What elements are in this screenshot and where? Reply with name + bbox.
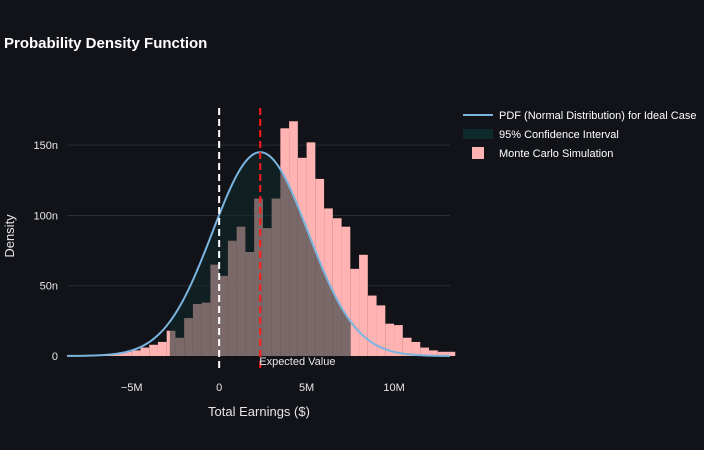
legend-label: Monte Carlo Simulation [499,148,613,160]
pdf-curve-group[interactable] [66,151,451,357]
x-axis-title: Total Earnings ($) [208,404,310,419]
histogram-bar [332,218,342,356]
histogram-bar [122,351,132,356]
histogram-bar [429,350,438,356]
histogram-bar [437,351,447,356]
legend-label: 95% Confidence Interval [499,129,619,141]
pdf-curve [66,151,451,357]
histogram-bar [394,325,403,356]
histogram-bar [359,254,368,356]
y-tick-label: 150n [34,140,58,152]
y-tick-label: 0 [52,351,58,363]
x-tick-label: 10M [383,382,404,394]
legend-swatch-area [463,129,493,139]
histogram-bar [157,341,167,356]
histogram-bar [149,344,158,356]
histogram-bar [385,323,395,356]
x-tick-labels: −5M 0 5M 10M [121,382,405,394]
histogram-bar [446,351,456,356]
y-axis-title: Density [2,214,17,258]
histogram-bar [376,305,386,356]
histogram-bar [131,350,141,356]
legend[interactable]: PDF (Normal Distribution) for Ideal Case… [463,110,696,160]
chart-title: Probability Density Function [4,35,208,52]
histogram-bar [341,226,351,356]
histogram-bar [411,341,421,356]
legend-swatch-bar [472,147,484,159]
histogram-bar [114,353,123,356]
x-tick-label: 5M [299,382,314,394]
expected-value-annotation: Expected Value [259,356,335,368]
y-tick-label: 50n [40,281,58,293]
legend-label: PDF (Normal Distribution) for Ideal Case [499,110,696,122]
histogram-bar [402,337,412,356]
x-tick-label: −5M [121,382,143,394]
y-tick-label: 100n [34,210,58,222]
histogram-bar [420,347,430,356]
histogram-bar [350,268,360,356]
y-tick-labels: 0 50n 100n 150n [34,140,58,363]
histogram-bar [367,295,377,356]
x-tick-label: 0 [216,382,222,394]
histogram-bar [140,347,150,356]
